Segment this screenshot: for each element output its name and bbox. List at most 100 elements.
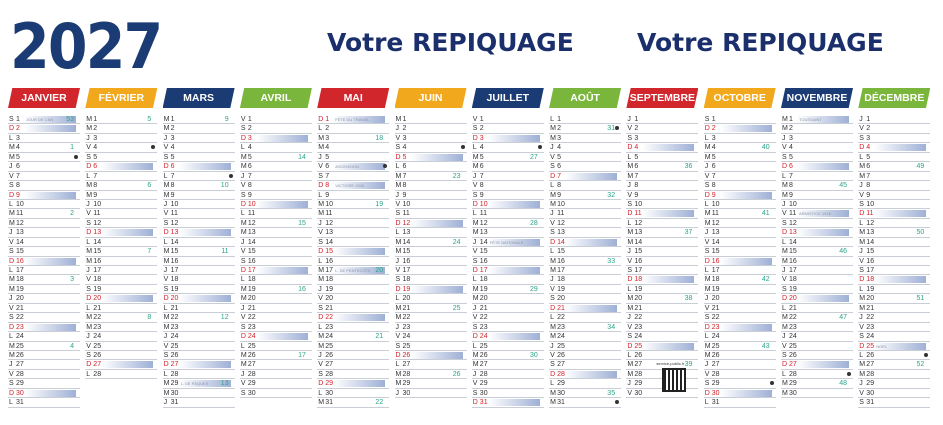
day-letter: J (9, 361, 13, 369)
day-letter: S (627, 134, 633, 142)
day-highlight-band (178, 295, 231, 303)
day-letter: M (318, 342, 325, 350)
day-row: L 17 (703, 266, 776, 276)
day-list: M 1 TOUSSAINT M 2 J 3 V 4 S 5 D 6 L 7 M 8 45 M 9 J 10 V 11 ARMIS… (781, 115, 853, 399)
day-letter: M (627, 172, 634, 180)
day-letter: M (472, 229, 479, 237)
day-number: 15 (93, 248, 102, 256)
day-letter: M (627, 370, 634, 378)
day-letter: L (240, 276, 245, 284)
day-row: L 28 (781, 370, 853, 380)
day-number: 2 (247, 125, 252, 133)
day-number: 24 (711, 333, 720, 341)
day-row: S 10 (858, 200, 931, 210)
day-number: 1 (402, 116, 407, 123)
day-number: 29 (247, 380, 256, 388)
day-letter: M (318, 399, 325, 407)
day-number: 3 (93, 134, 98, 142)
day-number: 27 (16, 361, 24, 369)
day-letter: S (859, 333, 864, 341)
day-letter: V (472, 380, 478, 388)
day-row: M 20 (471, 294, 544, 304)
day-letter: M (859, 370, 866, 378)
day-row: J 15 (858, 247, 931, 257)
day-letter: S (472, 389, 478, 397)
day-number: 18 (789, 276, 797, 284)
day-letter: D (9, 389, 15, 397)
day-letter: D (318, 380, 324, 388)
day-row: V 23 (626, 323, 699, 333)
day-number: 22 (402, 314, 411, 322)
day-row: M 12 (703, 219, 776, 229)
day-row: M 28 26 (394, 370, 467, 380)
day-letter: V (318, 163, 323, 171)
day-number: 29 (711, 380, 720, 388)
day-row: M 24 21 (317, 332, 390, 342)
day-row: S 25 (394, 342, 467, 351)
day-number: 7 (789, 172, 793, 180)
day-number: 22 (634, 314, 643, 322)
day-row: M 12 (8, 219, 80, 229)
day-row: L 30 (317, 389, 390, 399)
day-row: V 28 (703, 370, 776, 380)
day-number: 31 (170, 399, 179, 407)
day-letter: L (472, 342, 477, 350)
day-letter: L (86, 370, 91, 378)
week-number: 51 (916, 295, 925, 303)
day-number: 12 (634, 219, 643, 227)
day-letter: S (86, 219, 91, 227)
day-number: 19 (93, 285, 102, 293)
holiday-label: FÊTE NATIONALE (489, 239, 524, 245)
day-row: L 20 (394, 294, 467, 304)
week-number: 35 (607, 389, 616, 397)
day-letter: M (9, 351, 15, 359)
week-number: 45 (839, 182, 847, 190)
day-row: D 16 (8, 257, 80, 266)
day-row: V 12 (549, 219, 622, 229)
day-letter: V (627, 323, 633, 331)
month-column: JANVIER S 1 JOUR DE L'AN 53 D 2 L 3 M 4 1 M 5 J 6 V 7 S 8 D 9… (8, 88, 80, 420)
day-letter: J (318, 285, 322, 293)
day-letter: M (859, 304, 866, 312)
day-letter: S (9, 116, 14, 123)
day-number: 4 (634, 144, 639, 152)
day-number: 16 (866, 257, 875, 265)
day-letter: L (395, 361, 400, 369)
day-number: 22 (325, 314, 333, 322)
day-number: 11 (93, 210, 101, 218)
day-letter: M (782, 116, 788, 123)
day-row: S 12 (162, 219, 235, 229)
day-letter: D (704, 257, 710, 265)
day-number: 3 (866, 134, 871, 142)
day-number: 31 (711, 399, 720, 407)
day-letter: J (782, 267, 786, 274)
moon-phase-icon (74, 154, 78, 159)
day-letter: M (163, 380, 170, 388)
day-number: 11 (711, 210, 719, 218)
month-header: OCTOBRE (703, 88, 776, 108)
day-letter: M (240, 351, 247, 359)
month-header: MARS (162, 88, 235, 108)
day-highlight-band (565, 238, 618, 246)
day-highlight-band (410, 351, 463, 359)
day-letter: D (318, 116, 324, 123)
day-letter: S (627, 333, 633, 341)
day-number: 6 (634, 163, 639, 171)
day-number: 25 (557, 342, 565, 350)
holiday-label: ASCENSION (335, 164, 359, 170)
week-number: 22 (375, 399, 384, 407)
day-number: 13 (325, 229, 333, 237)
day-number: 2 (325, 125, 330, 133)
day-number: 20 (479, 295, 488, 303)
day-letter: J (86, 200, 90, 208)
day-row: M 20 51 (858, 294, 931, 304)
